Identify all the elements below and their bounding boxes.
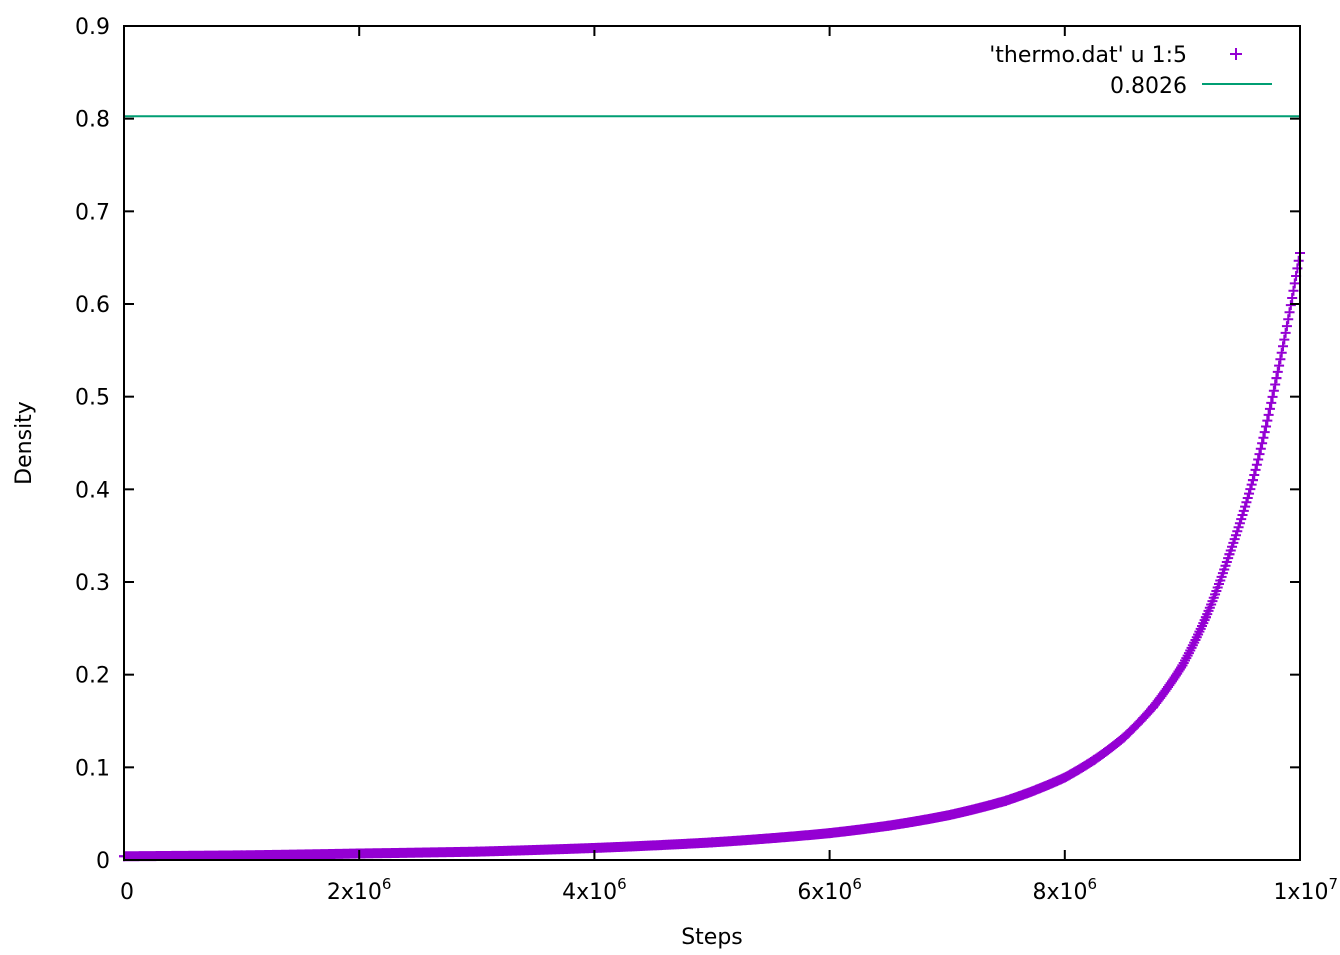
data-point bbox=[707, 837, 717, 848]
x-tick-label: 8x106 bbox=[1033, 875, 1098, 905]
x-tick-exponent: 6 bbox=[617, 875, 627, 893]
y-tick-label: 0.3 bbox=[75, 571, 110, 596]
x-tick-exponent: 7 bbox=[1328, 875, 1338, 893]
y-tick-label: 0.5 bbox=[75, 386, 110, 411]
y-tick-label: 0.7 bbox=[75, 200, 110, 225]
y-tick-label: 0 bbox=[96, 849, 110, 874]
x-tick-label: 2x106 bbox=[327, 875, 392, 905]
data-point bbox=[236, 850, 247, 861]
x-tick-label: 6x106 bbox=[797, 875, 862, 905]
y-tick-label: 0.9 bbox=[75, 15, 110, 40]
legend-label-thermo: 'thermo.dat' u 1:5 bbox=[989, 43, 1187, 68]
x-tick-label: 1x107 bbox=[1273, 875, 1338, 905]
y-tick-label: 0.2 bbox=[75, 664, 110, 689]
data-point bbox=[1118, 732, 1129, 743]
y-tick-label: 0.1 bbox=[75, 756, 110, 781]
data-point bbox=[1059, 772, 1070, 783]
data-point bbox=[1200, 612, 1211, 623]
legend-label-constant: 0.8026 bbox=[1110, 74, 1187, 99]
data-point bbox=[471, 846, 482, 857]
data-point bbox=[942, 810, 953, 821]
data-point bbox=[1001, 795, 1011, 806]
x-tick-mantissa: 6x10 bbox=[797, 880, 852, 905]
y-axis-title: Density bbox=[12, 401, 37, 485]
plot-layer bbox=[119, 115, 1305, 862]
data-point bbox=[1271, 373, 1282, 384]
y-tick-label: 0.8 bbox=[75, 108, 110, 133]
data-point bbox=[1247, 475, 1258, 486]
data-point bbox=[824, 828, 835, 839]
x-tick-mantissa: 8x10 bbox=[1033, 880, 1088, 905]
tick-layer: 00.10.20.30.40.50.60.70.80.90 2x106 4x106 6… bbox=[75, 15, 1338, 905]
data-point bbox=[883, 820, 894, 831]
x-axis-title: Steps bbox=[681, 925, 743, 950]
x-tick-exponent: 6 bbox=[1088, 875, 1098, 893]
x-tick-exponent: 6 bbox=[382, 875, 392, 893]
x-tick-label: 0 bbox=[120, 880, 134, 905]
x-tick-mantissa: 4x10 bbox=[562, 880, 617, 905]
x-tick-mantissa: 2x10 bbox=[327, 880, 382, 905]
data-point bbox=[1148, 702, 1158, 713]
x-tick-mantissa: 0 bbox=[120, 880, 134, 905]
data-point bbox=[1224, 549, 1235, 560]
x-tick-mantissa: 1x10 bbox=[1273, 880, 1328, 905]
y-tick-label: 0.6 bbox=[75, 293, 110, 318]
plot-frame bbox=[123, 25, 1301, 861]
legend-marker-plus bbox=[1230, 48, 1242, 60]
data-point bbox=[1177, 660, 1188, 671]
x-tick-label: 4x106 bbox=[562, 875, 627, 905]
legend: 'thermo.dat' u 1:5 0.8026 bbox=[989, 43, 1272, 99]
y-tick-label: 0.4 bbox=[75, 478, 110, 503]
thermo-points-cluster bbox=[119, 248, 1305, 862]
x-tick-exponent: 6 bbox=[852, 875, 862, 893]
data-point bbox=[1089, 754, 1100, 765]
